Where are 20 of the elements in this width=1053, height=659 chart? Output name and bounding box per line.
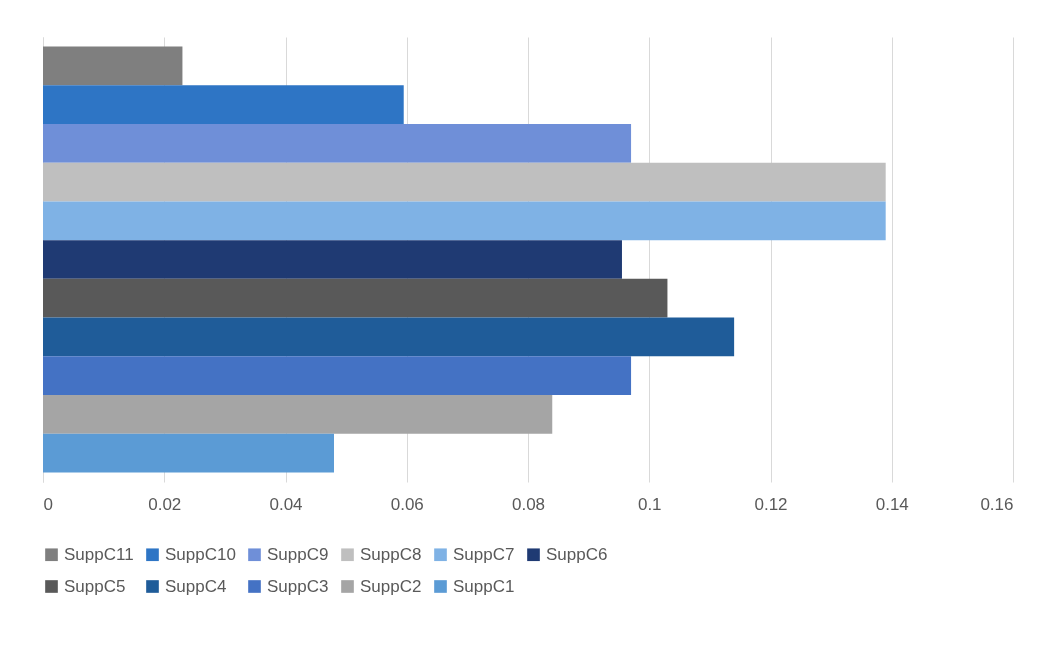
legend-label: SuppC9: [267, 544, 329, 564]
legend-label: SuppC5: [64, 576, 126, 596]
x-tick-label: 0.12: [754, 494, 788, 514]
legend-label: SuppC4: [165, 576, 227, 596]
x-tick-label: 0: [43, 494, 53, 514]
legend-label: SuppC6: [546, 544, 608, 564]
x-tick-label: 0.1: [637, 494, 662, 514]
legend-label: SuppC1: [453, 576, 515, 596]
x-tick-label: 0.08: [511, 494, 546, 514]
x-tick-label: 0.04: [269, 494, 303, 514]
x-tick-label: 0.06: [390, 494, 424, 514]
legend-label: SuppC3: [267, 576, 329, 596]
legend-label: SuppC8: [360, 544, 422, 564]
x-tick-label: 0.02: [148, 494, 182, 514]
x-tick-label: 0.14: [875, 494, 909, 514]
legend-label: SuppC7: [453, 544, 515, 564]
legend-label: SuppC10: [165, 544, 236, 564]
legend-label: SuppC2: [360, 576, 422, 596]
x-tick-label: 0.16: [980, 494, 1014, 514]
legend-label: SuppC11: [64, 544, 134, 564]
